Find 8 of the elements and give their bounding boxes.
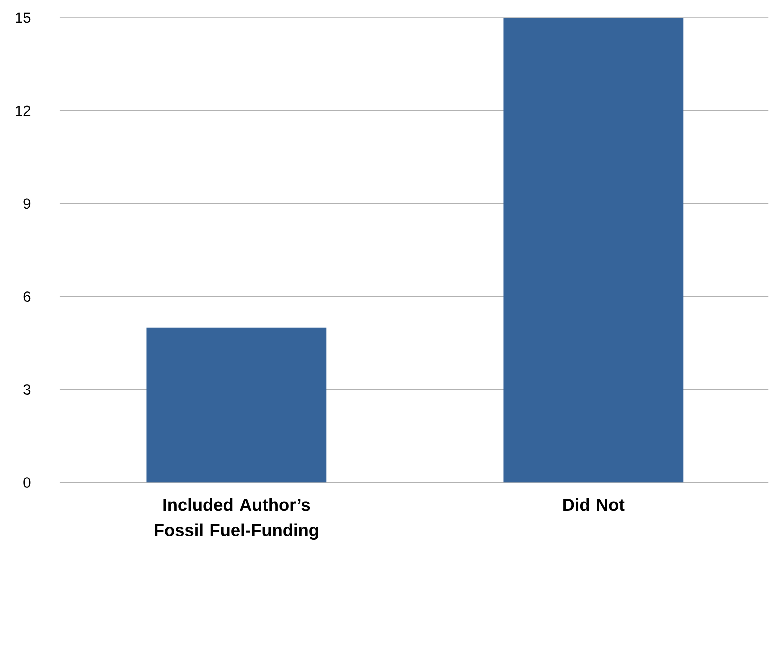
x-tick-label: Included Author’s Fossil Fuel-Funding xyxy=(155,498,318,540)
y-tick-label: 12 xyxy=(16,106,31,116)
y-tick-label: 3 xyxy=(24,384,31,396)
x-tick-label: Did Not xyxy=(564,498,625,512)
y-tick-label: 0 xyxy=(24,478,31,488)
y-tick-label: 9 xyxy=(24,198,31,210)
y-tick-label: 6 xyxy=(24,292,31,302)
y-tick-label: 15 xyxy=(16,13,31,24)
